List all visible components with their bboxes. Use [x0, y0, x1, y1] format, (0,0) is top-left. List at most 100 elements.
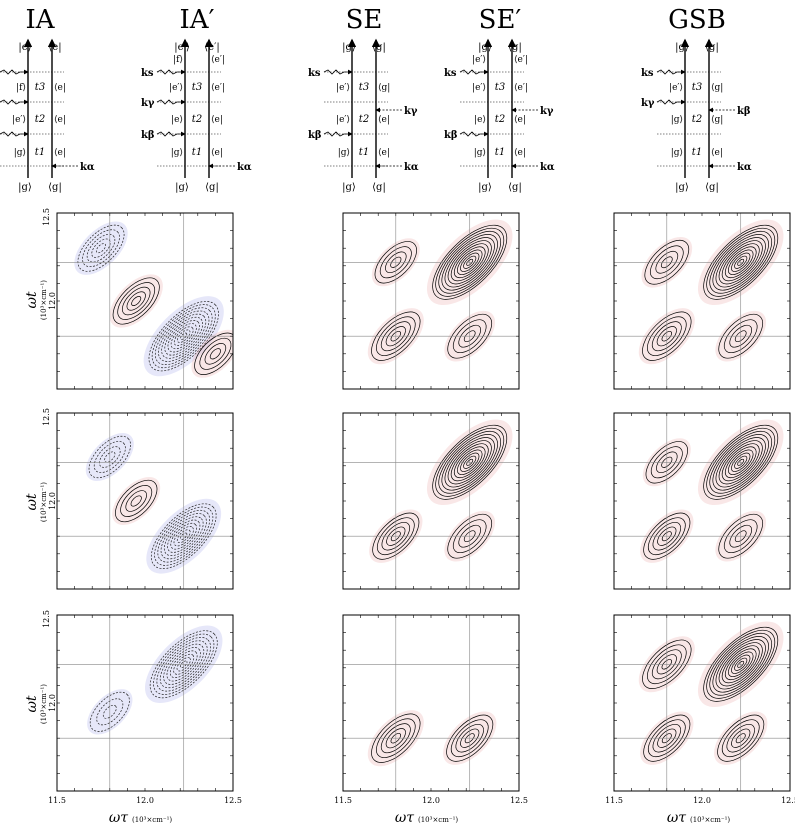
contour-line [435, 427, 505, 497]
x-tick-label: 11.5 [334, 796, 352, 805]
contour-line [151, 304, 216, 369]
contour-line [734, 330, 747, 343]
contour-line [734, 530, 747, 543]
contour-line [458, 324, 482, 348]
bra-state: ⟨e| [514, 148, 526, 158]
contour-line [457, 249, 483, 275]
contour-line [715, 437, 766, 488]
contour-line [150, 503, 217, 569]
k-label-left: ks [308, 68, 321, 79]
bra-state: ⟨g| [711, 83, 723, 93]
bra-state: ⟨e| [54, 83, 66, 93]
bottom-ket: |g⟩ [675, 182, 689, 193]
x-axis-title-1: ωτ [109, 810, 128, 826]
y-axis-unit-row1: (10³×cm⁻¹) [40, 280, 48, 320]
panel-background [614, 615, 790, 791]
contour-line [661, 659, 673, 670]
contour-line [452, 319, 487, 354]
ket-state: |e′⟩ [12, 115, 26, 125]
contour-panel-5 [613, 412, 791, 590]
contour-line [726, 723, 755, 753]
x-axis-unit-1: (10³×cm⁻¹) [132, 816, 172, 824]
feature-glow [74, 221, 128, 275]
contour-line [447, 313, 493, 359]
pulse-arrow-left [156, 69, 186, 75]
contour-line [199, 337, 232, 370]
contour-line [721, 645, 760, 684]
ket-state: |g⟩ [474, 148, 486, 158]
ket-state: |f⟩ [16, 83, 26, 93]
contour-line [447, 240, 492, 285]
contour-line [115, 479, 158, 523]
contour-line [729, 524, 753, 548]
contour-line [463, 530, 476, 543]
panel-background [343, 615, 519, 791]
contour-line [643, 512, 691, 560]
contour-line [167, 519, 201, 553]
ket-state: |e′⟩ [336, 83, 350, 93]
pulse-arrow-left [656, 99, 686, 105]
contour-line [735, 733, 746, 744]
contour-line [82, 229, 120, 268]
k-label-right: kα [404, 162, 419, 173]
x-axis-unit-2: (10³×cm⁻¹) [418, 816, 458, 824]
pulse-arrow-left [459, 69, 489, 75]
contour-line [737, 458, 745, 466]
y-tick-label: 12.0 [48, 694, 57, 712]
contour-panel-0: 12.5 12.0 [42, 208, 234, 390]
contour-line [647, 517, 686, 556]
contour-line [163, 516, 204, 556]
contour-line [450, 243, 489, 282]
contour-line [712, 636, 769, 693]
contour-line [455, 723, 484, 753]
contour-line [452, 519, 487, 554]
bottom-bra: ⟨g| [48, 182, 62, 193]
ket-state: |g⟩ [338, 148, 350, 158]
contour-line [379, 246, 412, 279]
bottom-ket: |g⟩ [342, 182, 356, 193]
contour-line [86, 233, 116, 263]
y-axis-unit-row2: (10³×cm⁻¹) [40, 482, 48, 522]
time-label: t2 [359, 114, 369, 125]
contour-line [180, 532, 188, 540]
bra-state: ⟨e′| [514, 55, 528, 65]
contour-line [657, 728, 677, 748]
top-ket: |e′⟩ [174, 42, 190, 53]
header-ia: IA [25, 5, 55, 35]
contour-line [712, 234, 769, 291]
y-axis-labels: ωt (10³×cm⁻¹) ωt (10³×cm⁻¹) ωt (10³×cm⁻¹… [24, 280, 48, 724]
top-bra: ⟨g| [372, 42, 386, 53]
panel-background [614, 413, 790, 589]
contour-line [661, 531, 672, 542]
contour-line [374, 241, 417, 284]
contour-line [723, 519, 758, 554]
y-tick-label: 12.5 [42, 408, 51, 426]
contour-line [458, 524, 482, 548]
contour-line [112, 277, 160, 325]
contour-line [729, 324, 753, 348]
contour-line [642, 639, 692, 689]
panel-background [614, 213, 790, 389]
k-label-right: kα [737, 162, 752, 173]
diagram-3: |g⟩ ⟨g| |g⟩ ⟨g| t1 t2 t3 |g⟩ |e⟩ |e′⟩ |e′⟩ ⟨e| ⟨e| ⟨e… [444, 38, 555, 193]
contour-line [724, 648, 757, 681]
k-label-right: kγ [404, 106, 418, 117]
contour-line [120, 485, 153, 517]
contour-line [724, 446, 757, 479]
top-bra: ⟨g| [508, 42, 522, 53]
contour-line [432, 424, 508, 500]
contour-line [438, 231, 501, 294]
contour-line [453, 246, 486, 279]
contour-line [390, 732, 402, 744]
contour-line [450, 719, 489, 758]
contour-line [156, 637, 211, 692]
contour-line [154, 307, 213, 365]
k-label-right: kα [80, 162, 95, 173]
contour-line [204, 343, 227, 365]
x-tick-label: 12.0 [136, 796, 154, 805]
y-tick-label: 12.0 [48, 292, 57, 310]
diagram-2: |g⟩ ⟨g| |g⟩ ⟨g| t1 t2 t3 |g⟩ |e′⟩ |e′⟩ ⟨e| ⟨e| ⟨g| kβ… [308, 38, 419, 193]
contour-line [718, 440, 763, 485]
contour-line [385, 728, 406, 749]
contour-line [93, 441, 126, 473]
